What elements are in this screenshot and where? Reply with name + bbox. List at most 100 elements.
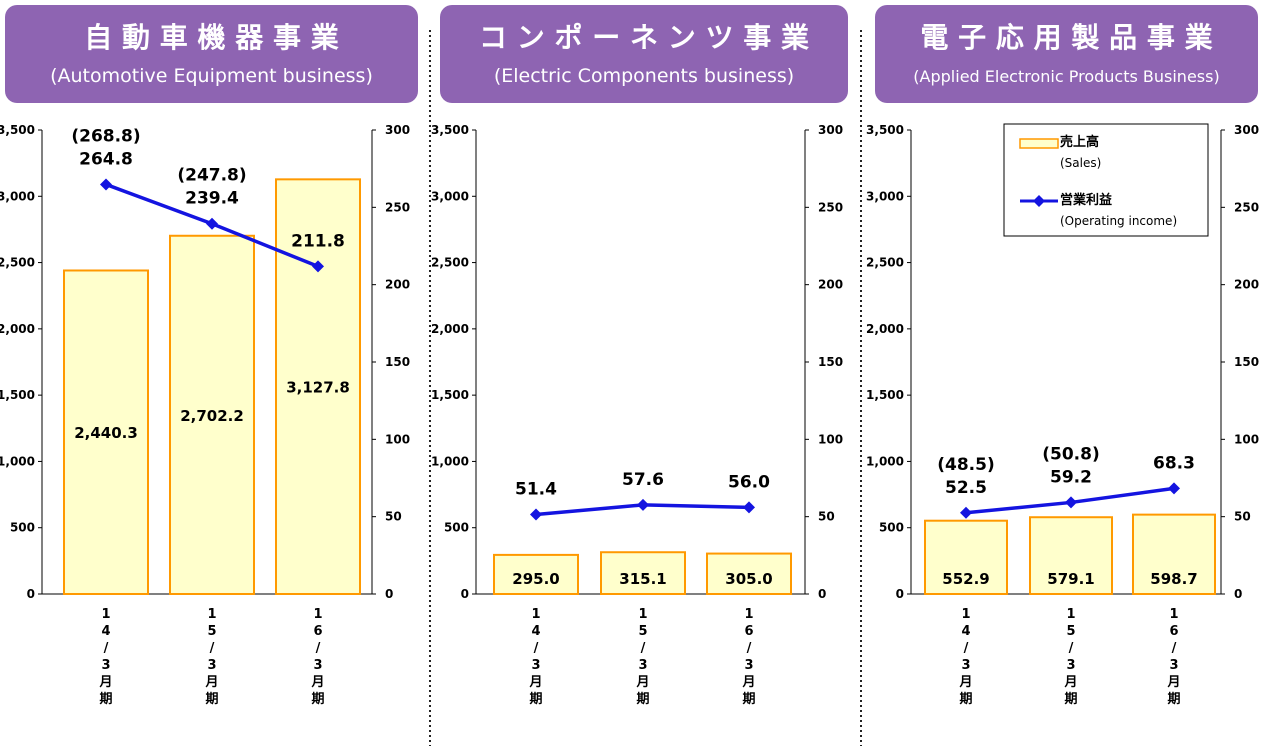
right-tick-label: 100 xyxy=(385,432,410,446)
category-label: / xyxy=(104,641,109,656)
operating-income-marker xyxy=(1168,482,1180,495)
legend-item-title: 売上高 xyxy=(1060,134,1099,150)
category-label: / xyxy=(1172,641,1177,656)
category-label: 5 xyxy=(207,624,216,639)
left-tick-label: 500 xyxy=(879,521,904,535)
category-label: / xyxy=(534,641,539,656)
category-label: 4 xyxy=(101,624,110,639)
category-label: / xyxy=(964,641,969,656)
category-label: 月 xyxy=(958,675,972,690)
operating-income-label: 51.4 xyxy=(515,480,557,500)
legend-item-title: 営業利益 xyxy=(1060,192,1112,208)
category-label: 月 xyxy=(635,675,649,690)
category-label: 1 xyxy=(1066,607,1075,622)
category-label: / xyxy=(316,641,321,656)
banner-subtitle: (Applied Electronic Products Business) xyxy=(913,67,1219,86)
category-label: 期 xyxy=(1167,692,1180,707)
sales-bar xyxy=(706,552,792,596)
legend-swatch-sales xyxy=(1019,138,1059,149)
category-label: / xyxy=(1069,641,1074,656)
category-label: 1 xyxy=(101,607,110,622)
panel-banner xyxy=(875,5,1258,103)
category-label: 月 xyxy=(741,675,755,690)
operating-income-label: 239.4 xyxy=(185,189,239,209)
operating-income-paren-label: (48.5) xyxy=(937,455,994,475)
sales-bar xyxy=(169,234,255,596)
left-tick-label: 1,500 xyxy=(0,388,35,402)
right-tick-label: 250 xyxy=(385,200,410,214)
category-label: 1 xyxy=(313,607,322,622)
operating-income-paren-label: (268.8) xyxy=(71,126,140,146)
right-tick-label: 100 xyxy=(1234,432,1259,446)
category-label: 6 xyxy=(1169,624,1178,639)
banner-title: コ ン ポ ー ネ ン ツ 事 業 xyxy=(479,21,809,54)
category-label: 4 xyxy=(961,624,970,639)
operating-income-paren-label: (247.8) xyxy=(177,166,246,186)
operating-income-label: 59.2 xyxy=(1050,467,1092,487)
panel-banner xyxy=(5,5,418,103)
operating-income-marker xyxy=(637,498,649,511)
sales-bar xyxy=(63,269,149,595)
sales-value-label: 598.7 xyxy=(1150,570,1197,588)
left-tick-label: 0 xyxy=(461,587,469,601)
chart-panel-2: コ ン ポ ー ネ ン ツ 事 業 (Electric Components bu… xyxy=(431,5,848,707)
right-tick-label: 100 xyxy=(818,432,843,446)
sales-value-label: 2,702.2 xyxy=(180,407,244,425)
sales-value-label: 579.1 xyxy=(1047,570,1094,588)
right-tick-label: 0 xyxy=(1234,587,1242,601)
category-label: 1 xyxy=(638,607,647,622)
category-label: 月 xyxy=(98,675,112,690)
operating-income-marker xyxy=(1065,496,1077,509)
category-label: 3 xyxy=(313,658,322,673)
right-tick-label: 200 xyxy=(385,278,410,292)
sales-bar xyxy=(924,519,1008,595)
right-tick-label: 250 xyxy=(818,200,843,214)
left-tick-label: 2,500 xyxy=(866,256,904,270)
left-tick-label: 0 xyxy=(27,587,35,601)
banner-subtitle: (Electric Components business) xyxy=(494,65,794,87)
chart-panel-3: 電 子 応 用 製 品 事 業 (Applied Electronic Produ… xyxy=(866,5,1259,707)
category-label: 期 xyxy=(636,692,649,707)
category-label: 6 xyxy=(744,624,753,639)
banner-title: 自 動 車 機 器 事 業 xyxy=(84,21,339,54)
operating-income-marker xyxy=(312,260,324,273)
category-label: 1 xyxy=(961,607,970,622)
operating-income-marker xyxy=(206,217,218,230)
category-label: 月 xyxy=(204,675,218,690)
right-tick-label: 50 xyxy=(385,510,402,524)
operating-income-marker xyxy=(530,508,542,521)
sales-bar xyxy=(1132,513,1216,595)
right-tick-label: 0 xyxy=(385,587,393,601)
sales-bar xyxy=(600,551,686,596)
category-label: 期 xyxy=(529,692,542,707)
sales-bar xyxy=(1029,516,1113,596)
sales-value-label: 3,127.8 xyxy=(286,379,350,397)
category-label: 月 xyxy=(1063,675,1077,690)
category-label: 1 xyxy=(744,607,753,622)
left-tick-label: 3,500 xyxy=(431,123,469,137)
category-label: 3 xyxy=(1169,658,1178,673)
category-label: / xyxy=(641,641,646,656)
legend-swatch-marker xyxy=(1033,195,1045,207)
category-label: 期 xyxy=(742,692,755,707)
right-tick-label: 150 xyxy=(1234,355,1259,369)
category-label: 5 xyxy=(1066,624,1075,639)
left-tick-label: 1,000 xyxy=(431,454,469,468)
category-label: 期 xyxy=(959,692,972,707)
category-label: 3 xyxy=(961,658,970,673)
category-label: 月 xyxy=(528,675,542,690)
right-tick-label: 300 xyxy=(1234,123,1259,137)
right-tick-label: 200 xyxy=(1234,278,1259,292)
category-label: 3 xyxy=(101,658,110,673)
left-tick-label: 0 xyxy=(896,587,904,601)
sales-value-label: 552.9 xyxy=(942,570,989,588)
left-tick-label: 2,000 xyxy=(431,322,469,336)
category-label: 4 xyxy=(531,624,540,639)
category-label: 期 xyxy=(311,692,324,707)
category-label: 期 xyxy=(205,692,218,707)
left-tick-label: 2,000 xyxy=(0,322,35,336)
operating-income-label: 56.0 xyxy=(728,472,770,492)
chart-panel-1: 自 動 車 機 器 事 業 (Automotive Equipment busin… xyxy=(0,5,418,707)
